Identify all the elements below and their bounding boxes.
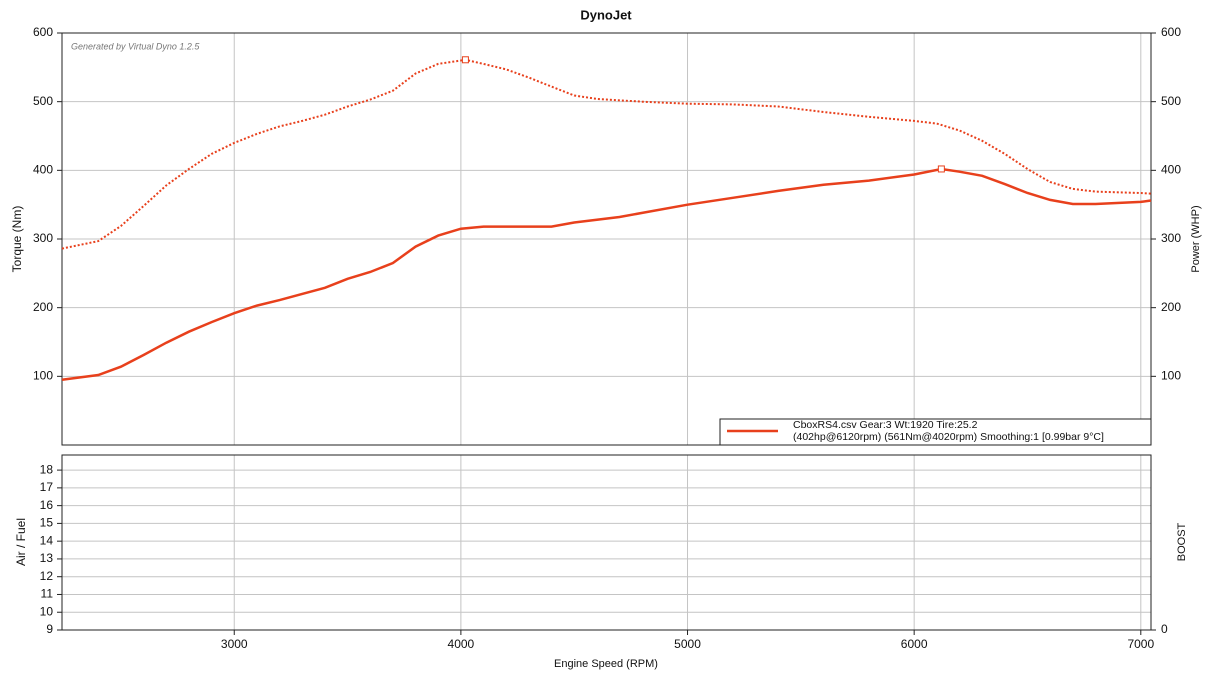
y2-tick-label: 100 — [1161, 369, 1181, 383]
y-tick-label: 14 — [40, 533, 54, 547]
y-tick-label: 13 — [40, 551, 54, 565]
legend-box — [719, 418, 1152, 446]
y-tick-label: 10 — [40, 604, 54, 618]
peak-marker — [937, 165, 945, 173]
legend-label: (402hp@6120rpm) (561Nm@4020rpm) Smoothin… — [793, 431, 1104, 443]
y-tick-label: 11 — [41, 587, 54, 601]
y-tick-label: 12 — [40, 569, 54, 583]
y-tick-label: 100 — [33, 369, 53, 383]
y-tick-label: 500 — [33, 94, 53, 108]
plot-frame — [61, 454, 1152, 631]
y2-tick-label: 500 — [1161, 94, 1181, 108]
y2-axis-label: BOOST — [1176, 522, 1188, 561]
peak-marker — [461, 56, 469, 64]
x-tick-label: 5000 — [674, 637, 701, 651]
x-tick-label: 4000 — [448, 637, 475, 651]
x-tick-label: 6000 — [901, 637, 928, 651]
y2-tick-label: 0 — [1161, 622, 1168, 636]
y-axis-label: Torque (Nm) — [10, 206, 24, 273]
line-series — [61, 58, 1152, 250]
chart-title: DynoJet — [580, 7, 632, 22]
y-tick-label: 15 — [40, 516, 54, 530]
y-tick-label: 600 — [33, 25, 53, 39]
y-tick-label: 400 — [33, 163, 53, 177]
y2-tick-label: 300 — [1161, 231, 1181, 245]
y-tick-label: 17 — [40, 480, 54, 494]
y-tick-label: 16 — [40, 498, 54, 512]
y-axis-label: Air / Fuel — [14, 518, 28, 566]
y2-axis-label: Power (WHP) — [1190, 205, 1202, 272]
annotation: Generated by Virtual Dyno 1.2.5 — [71, 41, 200, 51]
x-tick-label: 7000 — [1127, 637, 1154, 651]
y-tick-label: 200 — [33, 300, 53, 314]
x-tick-label: 3000 — [221, 637, 248, 651]
x-axis-label: Engine Speed (RPM) — [554, 658, 658, 670]
legend-label: CboxRS4.csv Gear:3 Wt:1920 Tire:25.2 — [793, 419, 978, 431]
y-tick-label: 18 — [40, 462, 54, 476]
plot-frame — [61, 32, 1152, 446]
y2-tick-label: 600 — [1161, 25, 1181, 39]
y2-tick-label: 200 — [1161, 300, 1181, 314]
line-series — [61, 167, 1152, 382]
y2-tick-label: 400 — [1161, 163, 1181, 177]
y-tick-label: 300 — [33, 231, 53, 245]
y-tick-label: 9 — [46, 622, 53, 636]
